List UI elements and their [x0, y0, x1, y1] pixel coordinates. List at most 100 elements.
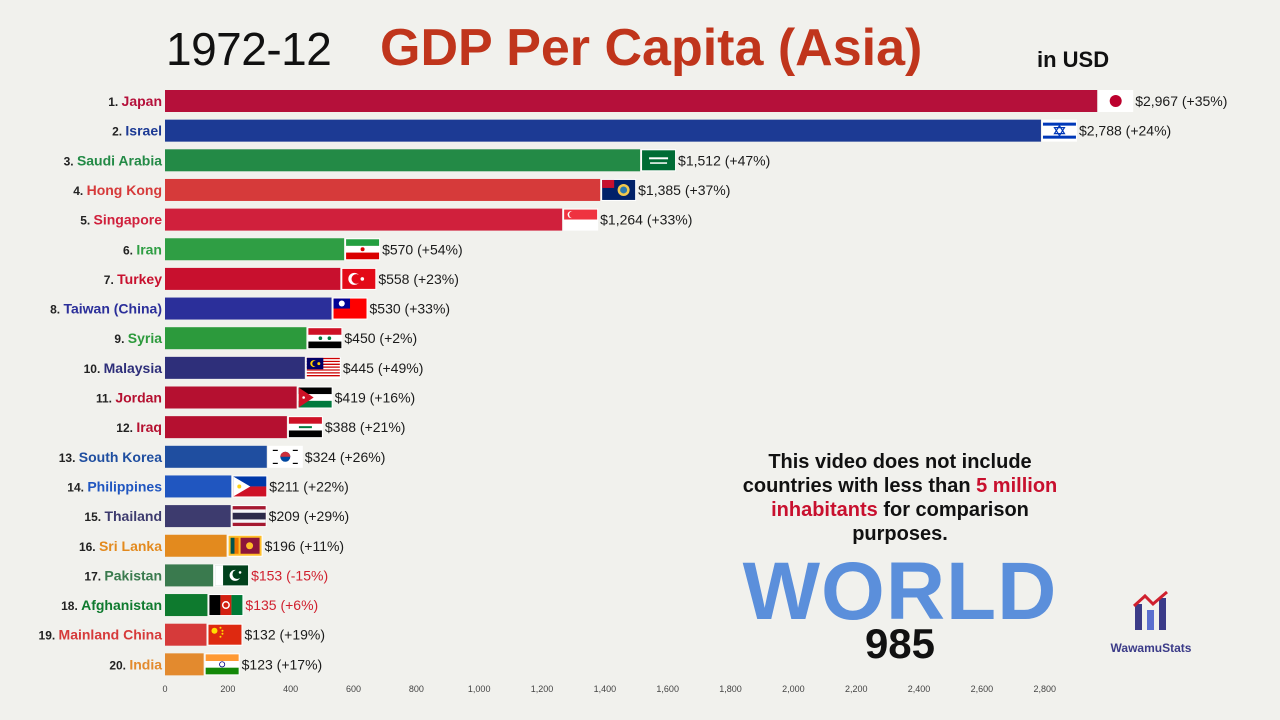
value-label: $196 (+11%) [265, 538, 345, 554]
country-label: 15. Thailand [84, 508, 162, 524]
brand-logo: WawamuStats [1104, 590, 1198, 655]
value-label: $132 (+19%) [244, 627, 325, 643]
bar-group: 6. Iran $570 (+54%) [123, 238, 463, 261]
country-label: 4. Hong Kong [73, 182, 162, 198]
country-label: 14. Philippines [67, 478, 162, 494]
flag-icon [601, 178, 637, 201]
bar-group: 15. Thailand $209 (+29%) [84, 505, 349, 528]
bar [165, 238, 345, 261]
bar [165, 149, 641, 172]
country-label: 12. Iraq [116, 419, 162, 435]
value-label: $445 (+49%) [343, 360, 424, 376]
bar [165, 178, 601, 201]
country-label: 9. Syria [114, 330, 162, 346]
bar [165, 327, 307, 350]
bar [165, 505, 231, 528]
bar [165, 208, 563, 231]
country-label: 6. Iran [123, 241, 162, 257]
bar [165, 119, 1041, 142]
note-line-3: for comparison [877, 499, 1029, 521]
bar-group: 8. Taiwan (China) $530 (+33%) [50, 297, 451, 320]
bar-group: 4. Hong Kong $1,385 (+37%) [73, 178, 730, 201]
note-line-4: purposes. [852, 523, 948, 545]
value-label: $388 (+21%) [325, 419, 406, 435]
flag-icon [204, 653, 240, 676]
bar-group: 7. Turkey $558 (+23%) [104, 267, 459, 290]
country-label: 8. Taiwan (China) [50, 301, 162, 317]
x-tick-label: 2,000 [782, 684, 805, 694]
x-axis: 0 200 400 600 800 1,000 1,200 1,400 1,600 1,800 2,… [162, 684, 1056, 694]
flag-icon [297, 386, 333, 409]
note-highlight-2: inhabitants [771, 499, 878, 521]
bar [165, 534, 227, 557]
value-label: $1,385 (+37%) [638, 182, 730, 198]
bar-group: 18. Afghanistan $135 (+6%) [61, 594, 318, 617]
bar-group: 13. South Korea $324 (+26%) [59, 445, 386, 468]
logo-icon [1132, 590, 1168, 630]
flag-icon [232, 475, 268, 498]
chart-title: GDP Per Capita (Asia) [380, 19, 923, 77]
value-label: $558 (+23%) [378, 271, 459, 287]
x-tick-label: 1,800 [719, 684, 742, 694]
world-label: WORLD [742, 546, 1058, 637]
bar-group: 16. Sri Lanka $196 (+11%) [79, 534, 345, 557]
x-tick-label: 1,200 [531, 684, 554, 694]
country-label: 20. India [109, 656, 162, 672]
value-label: $1,264 (+33%) [600, 212, 692, 228]
value-label: $153 (-15%) [251, 567, 328, 583]
bar-group: 11. Jordan $419 (+16%) [96, 386, 416, 409]
flag-icon [332, 297, 368, 320]
country-label: 19. Mainland China [39, 627, 163, 643]
bar [165, 623, 207, 646]
value-label: $419 (+16%) [335, 390, 416, 406]
bar-group: 12. Iraq $388 (+21%) [116, 416, 406, 439]
date-label: 1972-12 [166, 23, 332, 75]
value-label: $123 (+17%) [242, 656, 323, 672]
flag-icon [1098, 90, 1134, 112]
flag-icon [305, 356, 341, 379]
x-tick-label: 2,400 [908, 684, 931, 694]
value-label: $530 (+33%) [370, 301, 451, 317]
x-tick-label: 1,400 [594, 684, 617, 694]
bar-group: 10. Malaysia $445 (+49%) [84, 356, 424, 379]
bar [165, 90, 1098, 112]
x-tick-label: 2,200 [845, 684, 868, 694]
flag-icon [341, 267, 377, 290]
flag-icon [345, 238, 381, 261]
country-label: 11. Jordan [96, 390, 162, 406]
note-line-2: countries with less than [742, 475, 977, 497]
flag-icon [214, 564, 250, 587]
bar-group: 19. Mainland China $132 (+19%) [39, 623, 325, 646]
value-label: $324 (+26%) [305, 449, 386, 465]
flag-icon [231, 505, 267, 528]
world-value: 985 [864, 620, 936, 667]
x-tick-label: 400 [283, 684, 298, 694]
bar [165, 386, 297, 409]
note-line-1: This video does not include [768, 451, 1032, 473]
country-label: 10. Malaysia [84, 360, 163, 376]
value-label: $135 (+6%) [245, 597, 318, 613]
value-label: $570 (+54%) [382, 241, 463, 257]
country-label: 1. Japan [108, 93, 162, 109]
value-label: $211 (+22%) [269, 478, 349, 494]
country-label: 5. Singapore [80, 212, 162, 228]
x-tick-label: 600 [346, 684, 361, 694]
note-highlight-1: 5 million [976, 475, 1058, 497]
flag-icon [227, 534, 263, 557]
x-tick-label: 1,600 [656, 684, 679, 694]
flag-icon [1041, 119, 1077, 142]
bar [165, 267, 341, 290]
bar-group: 2. Israel $2,788 (+24%) [112, 119, 1171, 142]
x-tick-label: 800 [409, 684, 424, 694]
country-label: 17. Pakistan [84, 567, 162, 583]
bar [165, 445, 267, 468]
flag-icon [208, 594, 244, 617]
x-tick-label: 2,600 [971, 684, 994, 694]
bar-group: 14. Philippines $211 (+22%) [67, 475, 349, 498]
flag-icon [207, 623, 243, 646]
flag-icon [267, 445, 303, 468]
bar [165, 416, 287, 439]
flag-icon [287, 416, 323, 439]
country-label: 18. Afghanistan [61, 597, 162, 613]
country-label: 7. Turkey [104, 271, 162, 287]
